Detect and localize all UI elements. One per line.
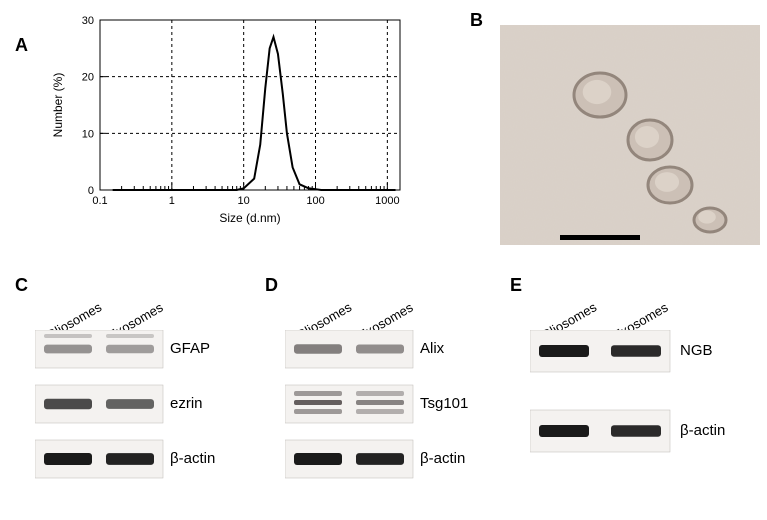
blot-panel-c [35,330,175,505]
blot-panel-e [530,330,682,500]
svg-text:10: 10 [82,128,94,140]
blot-row-label: NGB [680,342,713,359]
blot-row-label: ezrin [170,395,203,412]
svg-text:0: 0 [88,185,94,197]
svg-text:20: 20 [82,72,94,84]
blot-row-label: GFAP [170,340,210,357]
panel-label-a: A [15,35,28,56]
svg-text:1000: 1000 [375,195,399,207]
size-distribution-chart: 0.1 1 10 100 1000 0 10 20 30 Size (d.nm) Number (%… [30,0,430,235]
panel-label-c: C [15,275,28,296]
svg-text:100: 100 [306,195,324,207]
blot-row-label: Alix [420,340,444,357]
blot-row-label: β-actin [420,450,465,467]
panel-label-b: B [470,10,483,31]
blot-row-label: β-actin [680,422,725,439]
blot-row-label: β-actin [170,450,215,467]
blot-panel-d [285,330,425,505]
svg-text:30: 30 [82,15,94,27]
panel-label-d: D [265,275,278,296]
blot-row-label: Tsg101 [420,395,468,412]
svg-text:0.1: 0.1 [92,195,107,207]
svg-text:10: 10 [238,195,250,207]
chart-x-axis-label: Size (d.nm) [219,211,280,225]
svg-text:1: 1 [169,195,175,207]
chart-y-axis-label: Number (%) [51,73,65,138]
em-micrograph [500,25,760,245]
panel-label-e: E [510,275,522,296]
